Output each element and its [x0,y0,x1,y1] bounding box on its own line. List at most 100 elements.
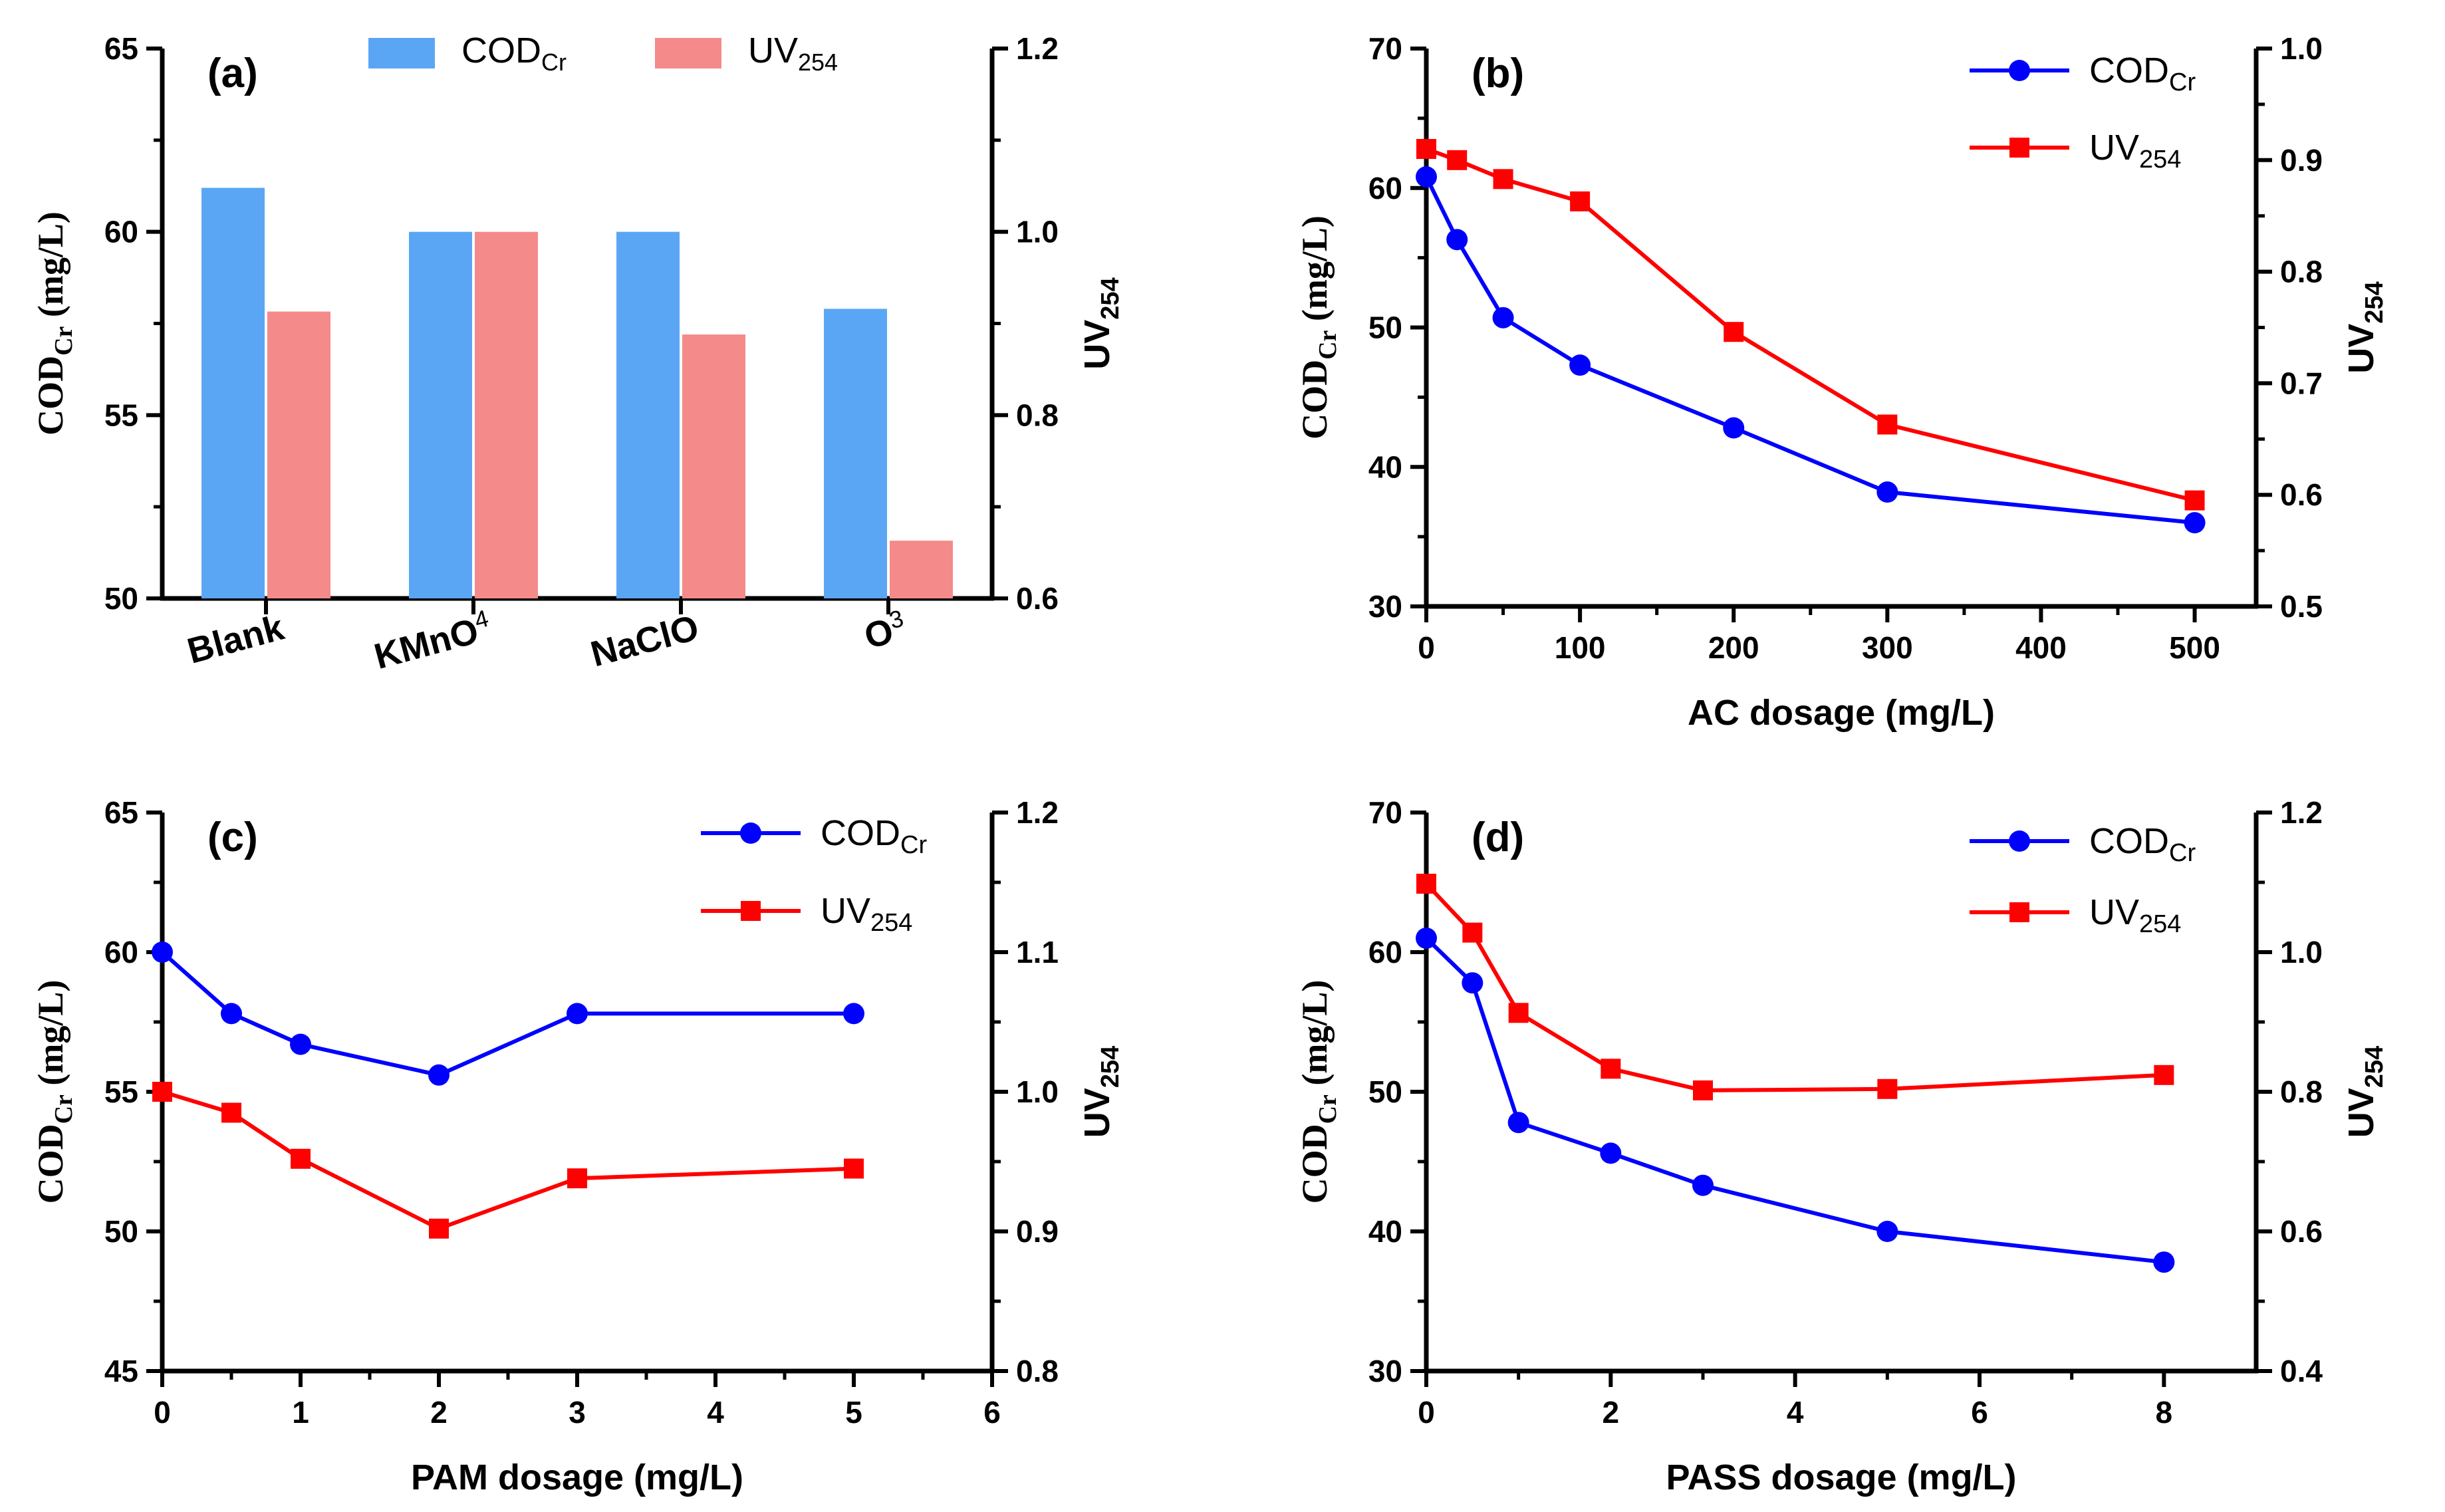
panel-d-legend: CODCr UV254 [1970,821,2196,938]
legend-marker-uv [2009,138,2029,158]
legend-marker-cod [740,822,761,844]
x-axis-label: PASS dosage (mg/L) [1666,1457,2016,1497]
series-line-uv [162,1090,854,1231]
panel-a-plot: Blank KMnO4 NaClO O3 [184,188,953,677]
right-tick-label: 0.5 [2280,589,2323,624]
panel-b-plot: 0 100 200 300 400 500 AC dosage (mg/L) [1416,139,2220,733]
data-point-uv [291,1148,311,1169]
data-point-cod [2153,1251,2175,1273]
left-tick-label: 30 [1368,1354,1402,1388]
left-tick-label: 60 [104,935,138,969]
right-tick-label: 0.8 [1016,1354,1059,1388]
category-label: KMnO4 [369,604,495,677]
right-axis-label: UV254 [2341,1046,2388,1138]
right-tick-label: 1.0 [1016,1074,1059,1109]
x-axis-label: PAM dosage (mg/L) [411,1457,743,1497]
data-point-uv [2154,1065,2174,1085]
data-point-cod [1416,928,1437,949]
left-tick-label: 70 [1368,31,1402,66]
legend-label-cod: CODCr [461,31,567,76]
right-tick-label: 0.6 [2280,477,2323,512]
left-tick-label: 30 [1368,589,1402,624]
data-point-cod [290,1033,311,1055]
right-tick-label: 0.7 [2280,366,2323,400]
data-point-uv [1447,150,1468,170]
legend-marker-cod [2009,60,2030,81]
data-point-cod [1569,354,1591,376]
data-point-uv [844,1158,864,1179]
legend-label-uv: UV254 [2089,128,2181,174]
right-axis-label: UV254 [2341,281,2388,373]
x-tick-label: 4 [707,1395,724,1430]
right-tick-label: 1.0 [2280,31,2323,66]
x-tick-label: 200 [1708,630,1759,665]
x-tick-label: 300 [1862,630,1913,665]
bar-cod [409,231,472,599]
data-point-cod [1492,307,1514,328]
data-point-uv [1570,191,1591,211]
panel-label: (b) [1472,51,1524,96]
bar-cod [824,309,887,598]
panel-d-plot: 0 2 4 6 8 PASS dosage (mg/L) [1416,874,2175,1497]
right-tick-label: 0.9 [1016,1214,1059,1249]
legend-label-cod: CODCr [2089,821,2196,867]
series-line-uv [1425,147,2196,503]
data-point-uv [1462,922,1483,943]
data-point-uv [1877,1078,1898,1099]
left-tick-label: 70 [1368,795,1402,830]
right-tick-label: 1.2 [2280,795,2323,830]
data-point-cod [1876,481,1898,503]
right-axis-label: UV254 [1077,277,1124,369]
right-tick-label: 0.6 [1016,581,1059,616]
category-label: O3 [859,604,910,657]
category-label: Blank [184,607,289,671]
x-tick-label: 6 [1971,1395,1988,1430]
right-tick-label: 1.0 [1016,215,1059,249]
left-tick-label: 60 [104,215,138,249]
x-tick-label: 2 [1603,1395,1620,1430]
data-point-cod [567,1003,588,1025]
x-tick-label: 100 [1555,630,1606,665]
right-tick-label: 0.6 [2280,1214,2323,1249]
x-tick-label: 5 [845,1395,862,1430]
series-line-uv [1424,882,2164,1092]
data-point-uv [1508,1003,1529,1023]
legend-patch-cod [368,38,435,68]
data-point-cod [843,1003,864,1025]
panel-label: (a) [207,51,258,96]
panel-b-legend: CODCr UV254 [1970,51,2196,174]
bar-cod [616,231,680,599]
x-tick-label: 0 [1418,1395,1435,1430]
right-tick-label: 1.2 [1016,31,1059,66]
left-axis-label: CODCr (mg/L) [31,980,78,1204]
data-point-cod [1507,1112,1529,1134]
data-point-cod [1600,1142,1622,1164]
right-tick-label: 1.0 [2280,935,2323,969]
legend-marker-uv [2009,902,2029,922]
panel-label: (c) [207,815,258,860]
legend-label-cod: CODCr [821,813,927,859]
panel-c-plot: 0 1 2 3 4 5 6 PAM dosage (mg/L) [152,942,1001,1497]
x-tick-label: 500 [2169,630,2220,665]
data-point-cod [1692,1174,1714,1196]
data-point-uv [1416,139,1436,160]
data-point-cod [428,1064,450,1086]
panel-a-legend: CODCr UV254 [368,31,838,76]
right-tick-label: 0.8 [2280,1074,2323,1109]
series-line-cod [1424,936,2164,1265]
left-tick-label: 60 [1368,171,1402,205]
panel-c-axes: 45 50 55 60 65 0.8 0.9 1.0 1.1 1.2 CODCr (mg/L) UV2… [31,795,1124,1388]
left-tick-label: 55 [104,398,138,432]
panel-label: (d) [1472,815,1524,860]
right-tick-label: 0.4 [2280,1354,2323,1388]
data-point-cod [1462,972,1483,994]
right-tick-label: 0.8 [2280,255,2323,289]
left-tick-label: 65 [104,31,138,66]
data-point-uv [2184,490,2205,511]
x-tick-label: 0 [1418,630,1435,665]
category-label: NaClO [586,608,703,675]
x-tick-label: 400 [2015,630,2067,665]
x-tick-label: 8 [2156,1395,2173,1430]
left-tick-label: 60 [1368,935,1402,969]
